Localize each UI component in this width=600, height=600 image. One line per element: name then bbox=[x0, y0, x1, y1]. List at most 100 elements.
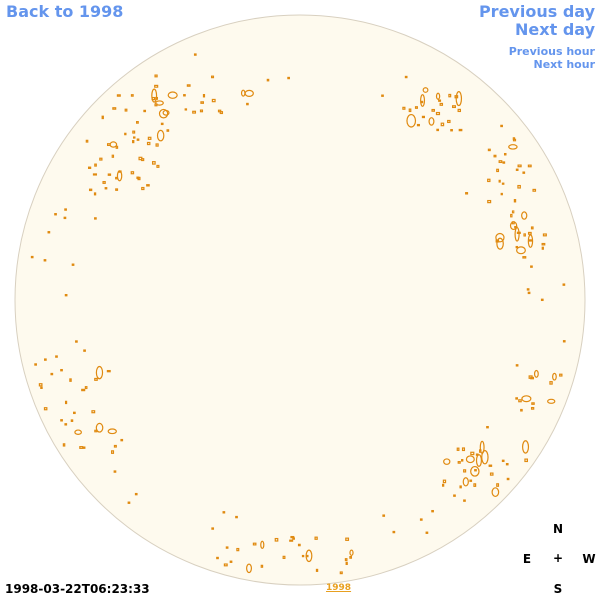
contour-mark bbox=[501, 459, 505, 463]
contour-mark bbox=[141, 186, 145, 191]
contour-mark bbox=[559, 373, 563, 377]
contour-mark bbox=[127, 501, 131, 504]
contour-mark bbox=[531, 402, 535, 405]
contour-mark bbox=[530, 265, 533, 268]
contour-mark bbox=[124, 108, 128, 112]
contour-mark bbox=[70, 419, 74, 422]
contour-mark bbox=[244, 89, 254, 97]
contour-mark bbox=[488, 464, 493, 467]
contour-mark bbox=[305, 554, 309, 558]
contour-mark bbox=[92, 173, 98, 176]
compass-south: S bbox=[553, 582, 563, 596]
contour-mark bbox=[156, 129, 165, 142]
contour-mark bbox=[456, 447, 460, 451]
contour-mark bbox=[425, 531, 429, 534]
contour-mark bbox=[94, 217, 97, 220]
contour-mark bbox=[102, 181, 106, 184]
contour-mark bbox=[130, 94, 134, 97]
contour-mark bbox=[349, 556, 353, 559]
contour-mark bbox=[515, 168, 519, 171]
contour-mark bbox=[116, 94, 121, 97]
contour-mark bbox=[493, 154, 497, 158]
contour-mark bbox=[508, 144, 518, 150]
compass-north: N bbox=[552, 522, 564, 536]
contour-mark bbox=[521, 440, 530, 454]
contour-mark bbox=[69, 378, 72, 382]
contour-mark bbox=[435, 92, 441, 100]
contour-mark bbox=[517, 184, 521, 189]
contour-mark bbox=[260, 564, 264, 568]
previous-day-link[interactable]: Previous day bbox=[478, 2, 595, 21]
contour-mark bbox=[404, 75, 408, 79]
contour-mark bbox=[134, 492, 138, 496]
contour-mark bbox=[541, 246, 544, 250]
contour-mark bbox=[151, 88, 158, 103]
contour-mark bbox=[55, 355, 58, 358]
contour-mark bbox=[487, 199, 492, 204]
contour-mark bbox=[465, 192, 469, 195]
contour-mark bbox=[282, 555, 286, 560]
contour-mark bbox=[513, 199, 517, 203]
contour-mark bbox=[416, 123, 420, 127]
contour-mark bbox=[95, 365, 104, 380]
contour-mark bbox=[549, 381, 553, 385]
contour-mark bbox=[435, 111, 441, 116]
contour-mark bbox=[408, 108, 412, 113]
contour-mark bbox=[192, 110, 197, 114]
contour-mark bbox=[453, 494, 456, 497]
contour-mark bbox=[79, 446, 84, 449]
contour-mark bbox=[541, 242, 546, 246]
contour-mark bbox=[60, 419, 63, 422]
contour-mark bbox=[132, 140, 135, 144]
contour-mark bbox=[60, 368, 63, 372]
contour-mark bbox=[64, 293, 68, 297]
contour-mark bbox=[474, 469, 477, 472]
contour-mark bbox=[236, 547, 240, 552]
contour-mark bbox=[184, 108, 188, 111]
contour-mark bbox=[402, 106, 406, 110]
contour-mark bbox=[34, 363, 37, 366]
contour-mark bbox=[93, 192, 97, 196]
contour-mark bbox=[107, 173, 112, 176]
contour-mark bbox=[498, 160, 503, 164]
contour-mark bbox=[527, 291, 531, 295]
contour-mark bbox=[84, 386, 88, 390]
contour-mark bbox=[470, 451, 475, 456]
next-day-link[interactable]: Next day bbox=[515, 20, 595, 39]
next-hour-link[interactable]: Next hour bbox=[533, 58, 596, 71]
contour-mark bbox=[447, 119, 451, 124]
contour-mark bbox=[530, 376, 535, 380]
contour-mark bbox=[487, 148, 491, 152]
contour-mark bbox=[463, 499, 466, 502]
contour-mark bbox=[428, 117, 435, 126]
contour-mark bbox=[162, 109, 170, 116]
contour-mark bbox=[160, 122, 164, 126]
contour-mark bbox=[436, 128, 440, 132]
year-link[interactable]: 1998 bbox=[326, 583, 352, 593]
contour-mark bbox=[95, 422, 104, 433]
contour-mark bbox=[155, 100, 164, 106]
contour-mark bbox=[523, 233, 526, 237]
back-to-year-link[interactable]: Back to 1998 bbox=[6, 2, 124, 21]
contour-mark bbox=[462, 477, 469, 487]
contour-mark bbox=[43, 407, 48, 411]
contour-mark bbox=[339, 571, 343, 575]
contour-mark bbox=[225, 546, 229, 549]
contour-mark bbox=[315, 568, 319, 572]
contour-mark bbox=[130, 171, 135, 175]
contour-mark bbox=[528, 239, 533, 242]
contour-mark bbox=[154, 74, 158, 78]
contour-mark bbox=[420, 100, 424, 104]
previous-hour-link[interactable]: Previous hour bbox=[508, 45, 595, 58]
contour-mark bbox=[193, 53, 197, 56]
contour-mark bbox=[509, 221, 518, 231]
contour-mark bbox=[183, 94, 186, 97]
contour-mark bbox=[138, 156, 143, 161]
contour-mark bbox=[500, 124, 503, 128]
contour-mark bbox=[297, 543, 301, 547]
contour-mark bbox=[137, 176, 141, 181]
contour-mark bbox=[496, 483, 500, 487]
contour-mark bbox=[515, 245, 519, 249]
contour-mark bbox=[124, 132, 127, 136]
contour-mark bbox=[562, 340, 566, 343]
